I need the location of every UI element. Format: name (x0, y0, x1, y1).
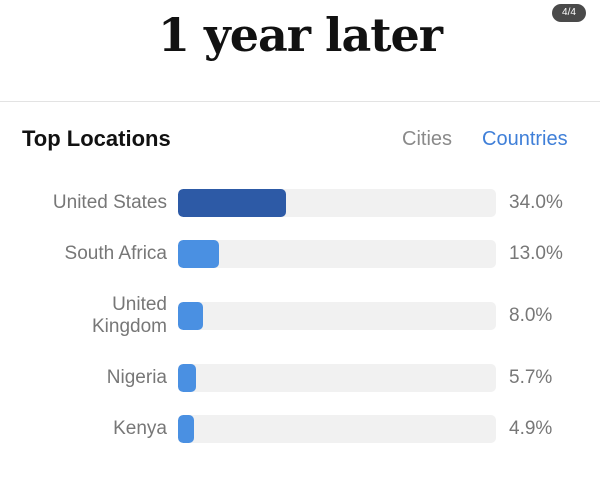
bar-track (178, 189, 496, 217)
location-label: South Africa (64, 243, 167, 264)
location-label: United Kingdom (92, 294, 167, 337)
location-percentage: 13.0% (509, 243, 563, 264)
location-row: United Kingdom 8.0% (0, 294, 600, 337)
headline: 1 year later (157, 8, 443, 62)
tab-cities[interactable]: Cities (402, 128, 453, 150)
location-row: United States 34.0% (0, 188, 600, 218)
bar-track (178, 415, 496, 443)
page-indicator-badge: 4/4 (552, 4, 586, 22)
location-percentage: 4.9% (509, 418, 553, 439)
location-percentage: 8.0% (509, 305, 553, 326)
location-label: Nigeria (106, 367, 167, 388)
bar-fill (178, 302, 204, 330)
divider (0, 101, 600, 102)
location-row: Kenya 4.9% (0, 414, 600, 444)
location-row: South Africa 13.0% (0, 239, 600, 269)
bar-track (178, 302, 496, 330)
location-label: Kenya (113, 418, 167, 439)
bar-fill (178, 240, 220, 268)
tab-countries[interactable]: Countries (482, 128, 568, 150)
section-title: Top Locations (22, 126, 171, 151)
bar-track (178, 364, 496, 392)
location-label: United States (52, 192, 167, 213)
location-percentage: 5.7% (509, 367, 553, 388)
bar-fill (178, 189, 287, 217)
bar-track (178, 240, 496, 268)
bar-fill (178, 364, 197, 392)
bar-fill (178, 415, 194, 443)
location-percentage: 34.0% (509, 192, 563, 213)
location-row: Nigeria 5.7% (0, 363, 600, 393)
